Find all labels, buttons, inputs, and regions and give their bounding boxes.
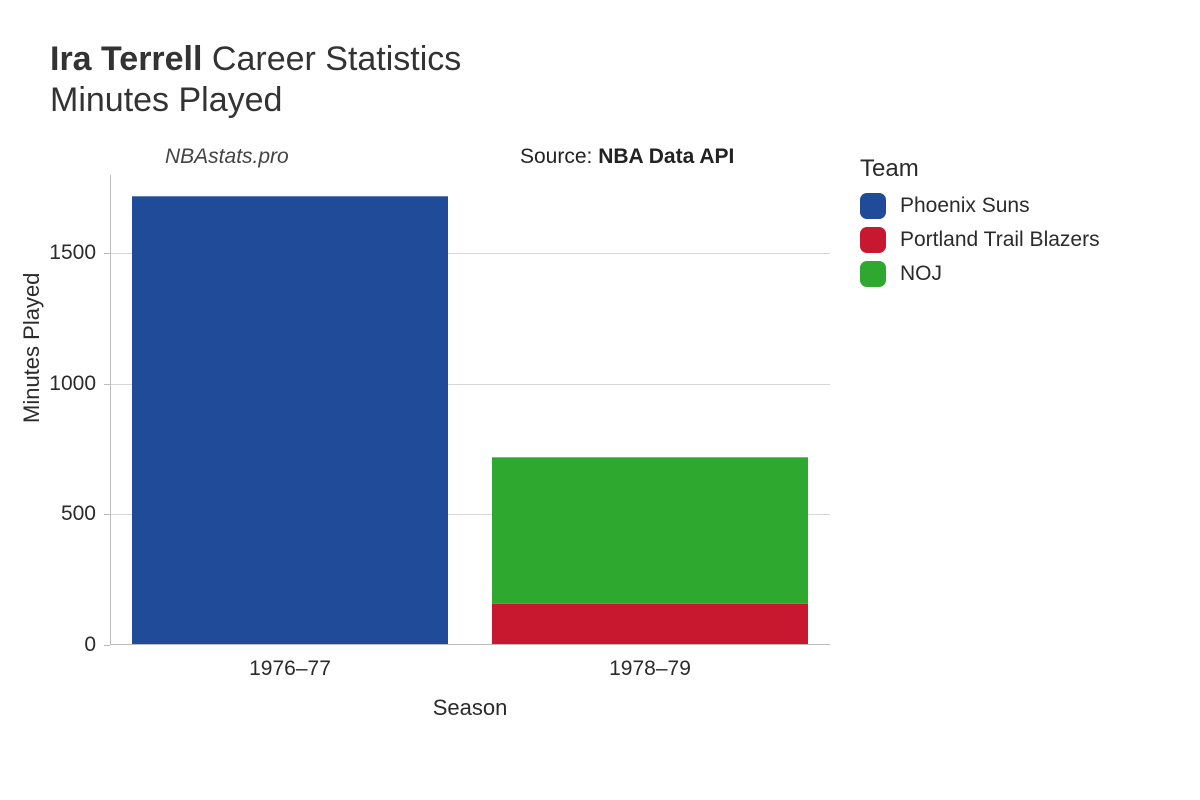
x-axis-title: Season <box>433 695 508 721</box>
legend-label: NOJ <box>900 262 942 286</box>
player-name: Ira Terrell <box>50 40 202 78</box>
source-text: Source: NBA Data API <box>520 145 734 169</box>
source-name: NBA Data API <box>598 145 734 168</box>
chart-container: Ira Terrell Career Statistics Minutes Pl… <box>0 0 1200 800</box>
ytick-mark <box>104 645 110 646</box>
legend-item: Portland Trail Blazers <box>860 227 1100 253</box>
source-prefix: Source: <box>520 145 598 168</box>
xtick-label: 1978–79 <box>609 657 691 681</box>
credits-text: NBAstats.pro <box>165 145 289 169</box>
y-axis-title: Minutes Played <box>19 273 45 423</box>
ytick-label: 500 <box>26 502 96 526</box>
legend-item: Phoenix Suns <box>860 193 1100 219</box>
legend-label: Phoenix Suns <box>900 194 1030 218</box>
ytick-label: 0 <box>26 633 96 657</box>
legend: Team Phoenix Suns Portland Trail Blazers N… <box>860 155 1100 295</box>
xtick-label: 1976–77 <box>249 657 331 681</box>
legend-swatch <box>860 193 886 219</box>
title-block: Ira Terrell Career Statistics Minutes Pl… <box>50 40 1150 120</box>
legend-swatch <box>860 261 886 287</box>
legend-label: Portland Trail Blazers <box>900 228 1100 252</box>
plot-area: 0500100015001976–771978–79 Minutes Playe… <box>110 175 830 645</box>
legend-title: Team <box>860 155 1100 183</box>
x-axis-line <box>110 644 830 645</box>
y-axis-line <box>110 175 111 645</box>
bar-segment <box>492 457 809 603</box>
ytick-label: 1500 <box>26 241 96 265</box>
chart-title: Ira Terrell Career Statistics <box>50 40 1150 79</box>
legend-swatch <box>860 227 886 253</box>
title-suffix: Career Statistics <box>212 40 461 78</box>
bar-segment <box>132 196 449 645</box>
chart-subtitle: Minutes Played <box>50 81 1150 120</box>
legend-item: NOJ <box>860 261 1100 287</box>
bar-segment <box>492 603 809 645</box>
